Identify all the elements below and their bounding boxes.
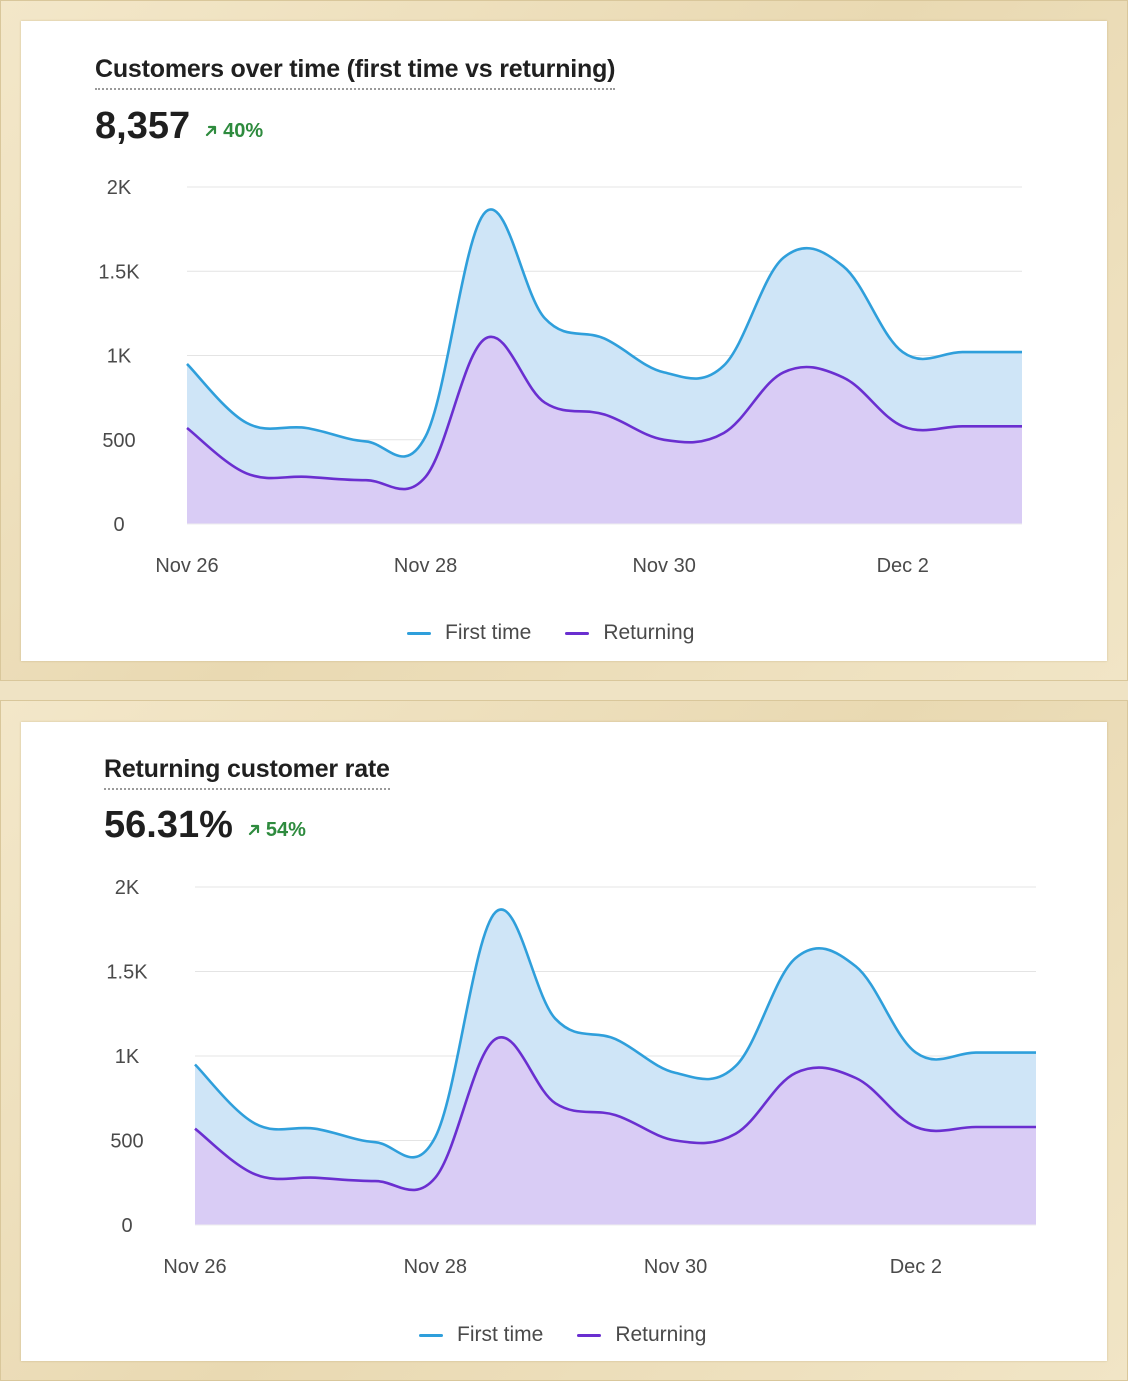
chart-card: Customers over time (first time vs retur… [21,21,1107,661]
x-tick-label: Nov 28 [404,1256,467,1278]
y-tick-label: 0 [121,1215,132,1237]
legend-label-first-time: First time [457,1323,544,1346]
metric-change: 54% [247,819,306,842]
y-tick-label: 2K [107,177,132,199]
legend-swatch-first-time [419,1333,443,1337]
legend-swatch-returning [565,631,590,635]
series-line-returning[interactable] [194,1036,1036,1192]
customers-area-chart: 0 500 1K 1.5K 2K Nov 26 Nov 28 Nov 30 Dec 2 [98,177,1022,577]
series-line-returning[interactable] [186,335,1022,491]
chart-legend: First time Returning [419,1323,740,1347]
metric-change-value: 54% [265,818,306,841]
x-tick-label: Nov 28 [394,555,457,577]
legend-item-first-time[interactable]: First time [419,1323,543,1347]
series-line-first-time[interactable] [194,908,1036,1159]
y-tick-label: 0 [113,514,124,536]
y-tick-label: 2K [115,877,140,899]
series-area-returning [195,1037,1036,1225]
series-area-returning [187,336,1022,524]
chart-title[interactable]: Customers over time (first time vs retur… [95,55,615,90]
legend-label-first-time: First time [445,621,532,644]
y-tick-label: 1.5K [98,261,140,283]
metric-value: 56.31% [104,804,233,846]
arrow-up-right-icon [205,125,217,137]
metric-value: 8,357 [95,105,191,147]
x-tick-label: Nov 30 [632,555,695,577]
metric-change: 40% [204,120,263,143]
metric-summary: 8,357 40% [95,105,263,148]
arrow-up-right-icon [248,824,259,836]
legend-swatch-returning [577,1333,602,1337]
series-line-first-time[interactable] [186,208,1022,458]
legend-item-first-time[interactable]: First time [407,621,531,645]
x-tick-label: Nov 26 [155,555,218,577]
legend-swatch-first-time [407,631,431,635]
y-tick-label: 1K [115,1046,140,1068]
y-tick-label: 500 [110,1131,143,1153]
y-tick-label: 1.5K [106,962,148,984]
chart-card: Returning customer rate 56.31% 54% 0 500 1… [21,722,1107,1361]
x-tick-label: Dec 2 [877,555,929,577]
y-tick-label: 500 [102,430,135,452]
metric-change-value: 40% [223,119,264,142]
panel-frame-returning-rate: Returning customer rate 56.31% 54% 0 500 1… [0,700,1128,1381]
legend-label-returning: Returning [615,1323,707,1346]
chart-legend: First time Returning [407,621,728,645]
metric-summary: 56.31% 54% [104,804,306,847]
x-tick-label: Nov 30 [644,1256,707,1278]
x-tick-label: Nov 26 [163,1256,226,1278]
x-tick-label: Dec 2 [890,1256,942,1278]
legend-item-returning[interactable]: Returning [565,621,694,645]
y-tick-label: 1K [107,346,132,368]
legend-item-returning[interactable]: Returning [577,1323,706,1347]
returning-rate-area-chart: 0 500 1K 1.5K 2K Nov 26 Nov 28 Nov 30 Dec 2 [106,877,1036,1278]
panel-frame-customers-over-time: Customers over time (first time vs retur… [0,0,1128,681]
legend-label-returning: Returning [603,621,695,644]
chart-title[interactable]: Returning customer rate [104,755,390,790]
